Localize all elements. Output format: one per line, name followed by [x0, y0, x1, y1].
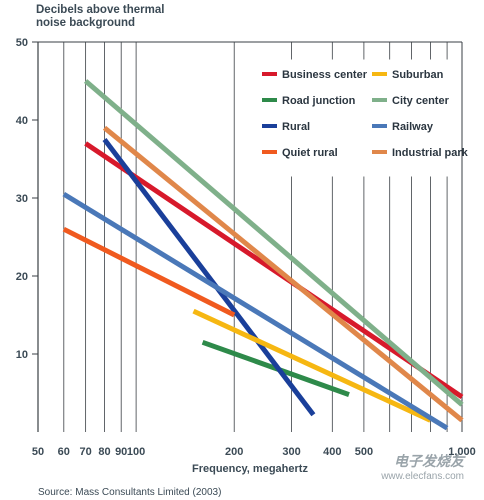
- legend-label: Business center: [282, 69, 368, 81]
- watermark-logo: 电子发烧友 www.elecfans.com: [381, 454, 464, 484]
- legend: Business center Road junction Rural Quiet r…: [251, 59, 469, 177]
- y-tick-label: 50: [16, 37, 28, 49]
- x-tick-label: 100: [127, 446, 145, 458]
- x-tick-label: 80: [98, 446, 110, 458]
- legend-label: Rural: [282, 121, 310, 133]
- series-lines: [62, 79, 464, 431]
- x-tick-label: 200: [225, 446, 243, 458]
- series-line-business-center: [84, 141, 464, 399]
- series-line-quiet-rural: [62, 226, 236, 318]
- y-tick-label: 20: [16, 271, 28, 283]
- y-tick-label: 40: [16, 115, 28, 127]
- x-tick-labels: 50 60 70 80 90 100 200 300 400 500 1,000: [32, 446, 476, 458]
- legend-label: Road junction: [282, 95, 356, 107]
- legend-label: City center: [392, 95, 450, 107]
- legend-box: [251, 59, 461, 177]
- legend-label: Quiet rural: [282, 147, 338, 159]
- watermark-url: www.elecfans.com: [381, 471, 464, 482]
- legend-label: Suburban: [392, 69, 444, 81]
- y-tick-label: 10: [16, 349, 28, 361]
- x-tick-label: 60: [58, 446, 70, 458]
- x-tick-label: 300: [282, 446, 300, 458]
- x-tick-label: 70: [79, 446, 91, 458]
- series-line-suburban: [192, 308, 432, 423]
- x-axis-label: Frequency, megahertz: [192, 463, 308, 475]
- x-tick-label: 500: [355, 446, 373, 458]
- series-line-city-center: [83, 79, 464, 407]
- source-note: Source: Mass Consultants Limited (2003): [38, 487, 222, 498]
- x-tick-label: 400: [323, 446, 341, 458]
- series-line-industrial-park: [102, 125, 464, 423]
- y-axis-label: Decibels above thermal noise background: [36, 4, 165, 29]
- plot-frame: [37, 41, 463, 432]
- x-tick-label: 50: [32, 446, 44, 458]
- x-tick-label: 90: [115, 446, 127, 458]
- legend-label: Railway: [392, 121, 434, 133]
- watermark-title: 电子发烧友: [394, 453, 464, 469]
- series-line-rural: [102, 137, 316, 417]
- x-tick-label: 1,000: [448, 446, 476, 458]
- y-tick-labels: 10 20 30 40 50: [16, 37, 38, 361]
- y-tick-label: 30: [16, 193, 28, 205]
- series-line-railway: [62, 191, 449, 431]
- legend-label: Industrial park: [392, 147, 469, 159]
